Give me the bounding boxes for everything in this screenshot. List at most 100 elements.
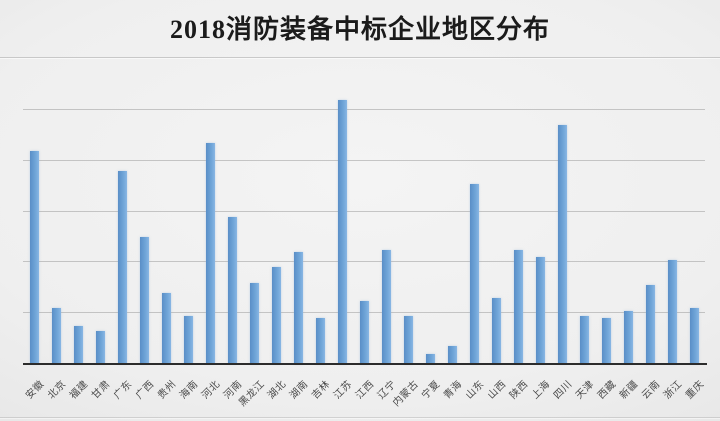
x-tick-label-河北: 河北 <box>199 378 223 402</box>
bar-湖北 <box>271 267 281 364</box>
bar-slot-河南 <box>221 59 243 364</box>
bar-黑龙江 <box>249 282 259 364</box>
bar-slot-广西 <box>133 59 155 364</box>
bar-广西 <box>139 237 149 364</box>
bar-江苏 <box>337 99 347 364</box>
x-tick-label-西藏: 西藏 <box>595 378 619 402</box>
top-divider-highlight <box>0 58 720 59</box>
bar-slot-青海 <box>441 59 463 364</box>
gridline <box>23 261 705 263</box>
bar-slot-山东 <box>463 59 485 364</box>
bar-新疆 <box>623 310 633 364</box>
bar-湖南 <box>293 252 303 364</box>
bar-slot-福建 <box>67 59 89 364</box>
bar-slot-安徽 <box>23 59 45 364</box>
bar-青海 <box>447 346 457 364</box>
bar-天津 <box>579 315 589 364</box>
bar-海南 <box>183 315 193 364</box>
bar-福建 <box>73 325 83 364</box>
bottom-divider-line <box>0 417 720 418</box>
bar-slot-湖南 <box>287 59 309 364</box>
bar-上海 <box>535 257 545 364</box>
bar-广东 <box>117 170 127 364</box>
bar-slot-重庆 <box>683 59 705 364</box>
x-tick-label-青海: 青海 <box>441 378 465 402</box>
bar-山东 <box>469 183 479 364</box>
gridline <box>23 109 705 110</box>
bottom-divider-highlight <box>0 418 720 419</box>
bar-吉林 <box>315 318 325 364</box>
bar-slot-湖北 <box>265 59 287 364</box>
x-tick-label-湖北: 湖北 <box>265 378 289 402</box>
bar-宁夏 <box>425 353 435 364</box>
bar-slot-海南 <box>177 59 199 364</box>
bar-slot-上海 <box>529 59 551 364</box>
x-tick-label-贵州: 贵州 <box>155 378 179 402</box>
bar-北京 <box>51 308 61 364</box>
bar-slot-黑龙江 <box>243 59 265 364</box>
bar-河北 <box>205 143 215 364</box>
x-tick-label-广东: 广东 <box>111 378 135 402</box>
bar-slot-四川 <box>551 59 573 364</box>
plot-area <box>23 59 705 364</box>
x-tick-label-海南: 海南 <box>177 378 201 402</box>
bar-slot-山西 <box>485 59 507 364</box>
bar-series <box>23 59 705 364</box>
x-tick-label-云南: 云南 <box>639 378 663 402</box>
bar-slot-宁夏 <box>419 59 441 364</box>
x-tick-label-安徽: 安徽 <box>23 378 47 402</box>
bar-slot-辽宁 <box>375 59 397 364</box>
x-tick-label-广西: 广西 <box>133 378 157 402</box>
bar-slot-浙江 <box>661 59 683 364</box>
bar-云南 <box>645 285 655 364</box>
x-tick-label-重庆: 重庆 <box>683 378 707 402</box>
bar-甘肃 <box>95 330 105 364</box>
bar-slot-江苏 <box>331 59 353 364</box>
bar-江西 <box>359 300 369 364</box>
bar-西藏 <box>601 318 611 364</box>
bar-重庆 <box>689 308 699 364</box>
bar-山西 <box>491 297 501 364</box>
x-tick-label-宁夏: 宁夏 <box>419 378 443 402</box>
x-tick-label-山西: 山西 <box>485 378 509 402</box>
bar-slot-内蒙古 <box>397 59 419 364</box>
x-tick-label-上海: 上海 <box>529 378 553 402</box>
bar-slot-新疆 <box>617 59 639 364</box>
bar-slot-陕西 <box>507 59 529 364</box>
bar-slot-甘肃 <box>89 59 111 364</box>
x-tick-label-江西: 江西 <box>353 378 377 402</box>
x-tick-label-浙江: 浙江 <box>661 378 685 402</box>
bar-贵州 <box>161 292 171 364</box>
x-tick-label-江苏: 江苏 <box>331 378 355 402</box>
bar-slot-广东 <box>111 59 133 364</box>
x-tick-label-四川: 四川 <box>551 378 575 402</box>
x-axis-labels: 安徽 北京 福建 甘肃 广东 广西 贵州 海南 河北 河南 黑龙江 湖北 湖南 吉林 江苏 江西 辽宁 内蒙古 宁夏… <box>23 369 707 421</box>
bar-辽宁 <box>381 249 391 364</box>
x-tick-label-天津: 天津 <box>573 378 597 402</box>
x-tick-label-吉林: 吉林 <box>309 378 333 402</box>
bar-slot-河北 <box>199 59 221 364</box>
gridline <box>23 210 705 212</box>
x-tick-label-陕西: 陕西 <box>507 378 531 402</box>
bar-四川 <box>557 125 567 364</box>
bar-slot-云南 <box>639 59 661 364</box>
bar-河南 <box>227 216 237 364</box>
x-tick-label-福建: 福建 <box>67 378 91 402</box>
bar-内蒙古 <box>403 315 413 364</box>
bar-浙江 <box>667 259 677 364</box>
bar-slot-吉林 <box>309 59 331 364</box>
x-axis-line <box>23 363 707 365</box>
bar-陕西 <box>513 249 523 364</box>
x-tick-label-新疆: 新疆 <box>617 378 641 402</box>
bar-slot-西藏 <box>595 59 617 364</box>
bar-slot-北京 <box>45 59 67 364</box>
bar-slot-江西 <box>353 59 375 364</box>
gridline <box>23 159 705 161</box>
bar-slot-天津 <box>573 59 595 364</box>
x-tick-label-甘肃: 甘肃 <box>89 378 113 402</box>
bar-安徽 <box>29 150 39 364</box>
top-divider-line <box>0 57 720 58</box>
x-tick-label-北京: 北京 <box>45 378 69 402</box>
bar-slot-贵州 <box>155 59 177 364</box>
